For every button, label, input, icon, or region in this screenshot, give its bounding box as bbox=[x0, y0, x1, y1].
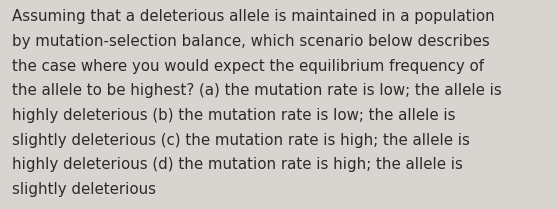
Text: highly deleterious (b) the mutation rate is low; the allele is: highly deleterious (b) the mutation rate… bbox=[12, 108, 456, 123]
Text: highly deleterious (d) the mutation rate is high; the allele is: highly deleterious (d) the mutation rate… bbox=[12, 157, 463, 172]
Text: by mutation-selection balance, which scenario below describes: by mutation-selection balance, which sce… bbox=[12, 34, 490, 49]
Text: slightly deleterious: slightly deleterious bbox=[12, 182, 156, 197]
Text: the case where you would expect the equilibrium frequency of: the case where you would expect the equi… bbox=[12, 59, 484, 74]
Text: the allele to be highest? (a) the mutation rate is low; the allele is: the allele to be highest? (a) the mutati… bbox=[12, 83, 502, 98]
Text: slightly deleterious (c) the mutation rate is high; the allele is: slightly deleterious (c) the mutation ra… bbox=[12, 133, 470, 148]
Text: Assuming that a deleterious allele is maintained in a population: Assuming that a deleterious allele is ma… bbox=[12, 9, 495, 24]
